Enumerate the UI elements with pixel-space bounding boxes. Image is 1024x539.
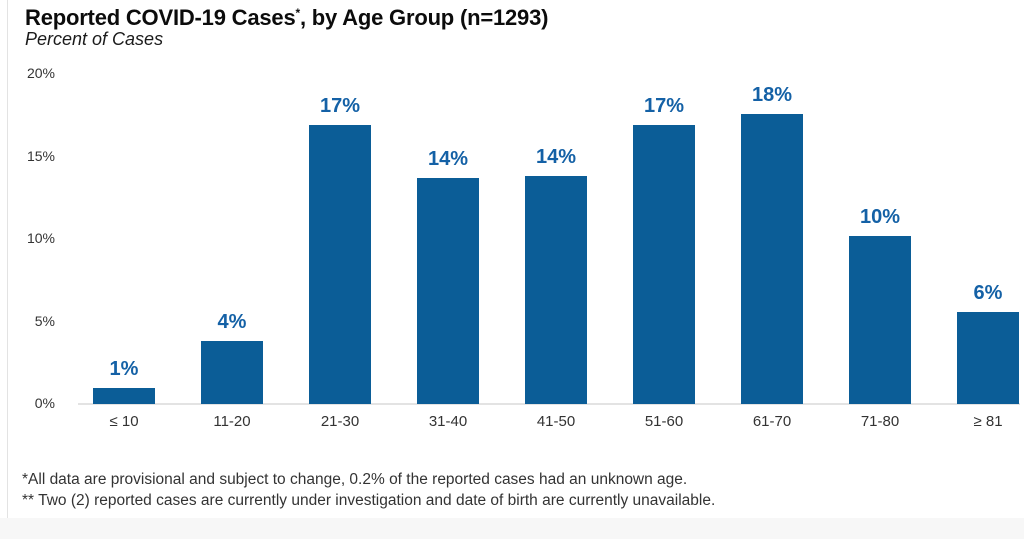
bar-value-label: 6%: [973, 281, 1003, 304]
x-tick-label: 41-50: [536, 413, 576, 430]
y-tick-label: 5%: [34, 312, 55, 329]
y-tick-label: 10%: [26, 230, 55, 246]
y-tick-label: 15%: [26, 147, 55, 164]
x-tick-label: ≤ 10: [109, 413, 139, 430]
footnotes: *All data are provisional and subject to…: [22, 469, 715, 511]
bar-value-label: 4%: [217, 311, 247, 334]
x-tick-label: 21-30: [320, 413, 360, 430]
bar-41-50: [525, 176, 587, 404]
bar-61-70: [741, 113, 803, 404]
bar-51-60: [633, 125, 695, 404]
x-tick-label: 11-20: [213, 413, 251, 430]
x-tick-label: 31-40: [428, 413, 468, 430]
footnote-2: ** Two (2) reported cases are currently …: [22, 492, 716, 509]
bar-31-40: [417, 177, 479, 404]
x-axis-labels: ≤ 10 11-20 21-30 31-40 41-50 51-60 61-70 71-80 ≥…: [78, 413, 1020, 435]
bar-71-80: [849, 235, 911, 404]
chart-title-suffix: , by Age Group (n=1293): [299, 5, 549, 30]
bar-21-30: [309, 125, 371, 404]
x-tick-label: 61-70: [752, 413, 792, 430]
x-tick-label: ≥ 81: [973, 413, 1003, 430]
bar-11-20: [201, 341, 263, 404]
bar-value-label: 18%: [751, 83, 793, 106]
chart-title-text: Reported COVID-19 Cases: [25, 5, 296, 30]
y-axis: 0% 5% 10% 15% 20%: [0, 0, 55, 539]
x-tick-label: 71-80: [860, 413, 900, 430]
footnote-1: *All data are provisional and subject to…: [22, 471, 688, 488]
chart-subtitle: Percent of Cases: [25, 29, 164, 49]
y-tick-label: 0%: [34, 395, 55, 411]
bar-value-label: 17%: [319, 95, 361, 118]
bar-value-label: 14%: [427, 147, 469, 170]
y-tick-label: 20%: [26, 65, 55, 81]
left-border-line: [7, 0, 8, 518]
bar-value-label: 10%: [859, 205, 901, 228]
bar-≤ 10: [93, 387, 155, 404]
bar-value-label: 1%: [109, 357, 139, 380]
title-asterisk: *: [295, 6, 301, 20]
bar-value-label: 14%: [535, 146, 577, 169]
plot-area: 1% 4% 17% 14% 14% 17% 18% 10% 6%: [78, 73, 1020, 405]
x-tick-label: 51-60: [644, 413, 684, 430]
bar-value-label: 17%: [643, 95, 685, 118]
x-axis-line: [78, 403, 1020, 405]
chart-title: Reported COVID-19 Cases*, by Age Group (…: [25, 0, 548, 31]
bar-≥ 81: [957, 311, 1019, 404]
page-background-strip: [0, 518, 1024, 539]
